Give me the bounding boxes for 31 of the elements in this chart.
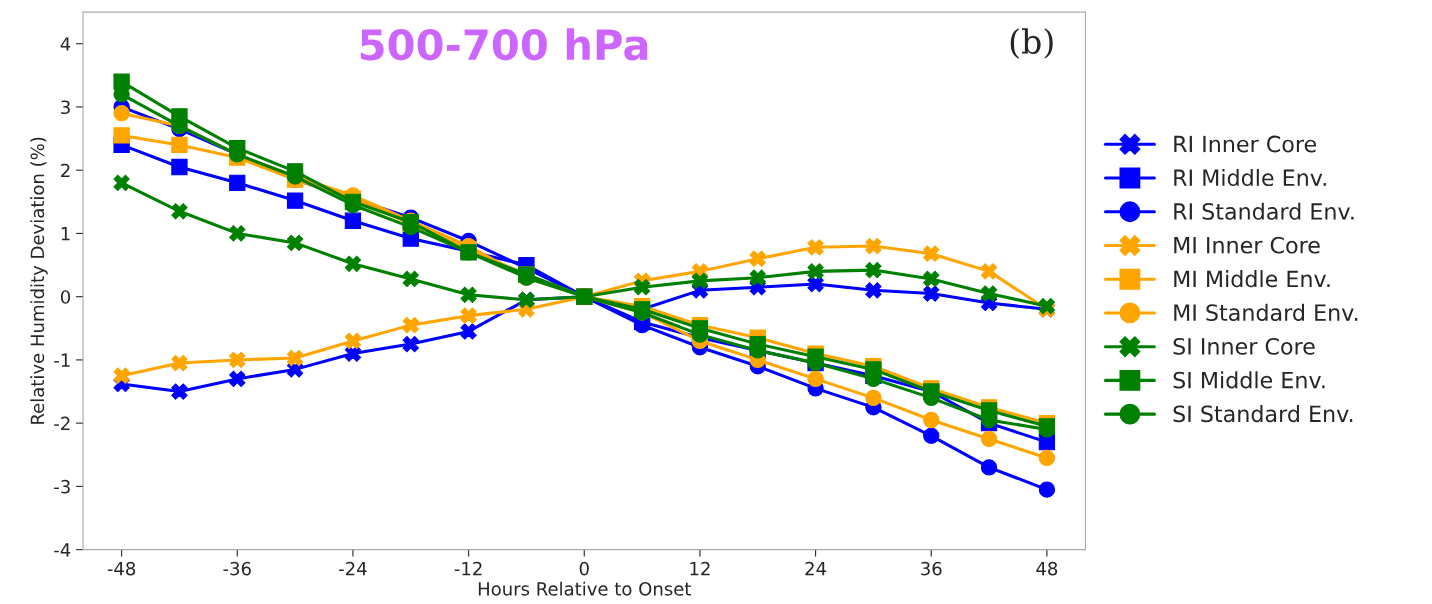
y-tick-label: 2 — [61, 163, 70, 178]
legend-label: MI Standard Env. — [1174, 303, 1358, 322]
legend-label: MI Inner Core — [1174, 236, 1320, 254]
x-tick-label: 48 — [1036, 561, 1058, 576]
legend-label: SI Middle Env. — [1173, 371, 1325, 389]
y-tick-label: -4 — [54, 543, 71, 557]
y-tick-label: 0 — [60, 290, 71, 304]
y-tick-label: 1 — [61, 227, 70, 241]
chart-title: 500-700 hPa — [360, 28, 648, 61]
y-tick-label: -3 — [54, 479, 70, 494]
x-tick-label: -24 — [339, 561, 367, 576]
annotation: (b) — [1010, 28, 1053, 59]
y-axis-title: Relative Humidity Deviation (%) — [30, 137, 48, 424]
x-tick-label: -12 — [454, 561, 482, 576]
x-tick-label: -48 — [107, 561, 136, 576]
legend-label: SI Standard Env. — [1173, 405, 1353, 423]
x-tick-label: -36 — [223, 561, 251, 576]
y-tick-label: -2 — [54, 416, 70, 431]
legend-label: RI Middle Env. — [1174, 168, 1326, 187]
x-axis-title: Hours Relative to Onset — [478, 581, 691, 596]
y-tick-label: 3 — [61, 100, 70, 115]
x-tick-label: 12 — [690, 561, 710, 576]
y-tick-label: -1 — [54, 353, 70, 367]
legend-label: RI Standard Env. — [1174, 202, 1354, 220]
x-tick-label: 24 — [805, 561, 827, 576]
x-tick-label: 0 — [579, 561, 589, 576]
x-tick-label: 36 — [921, 561, 942, 576]
legend-label: RI Inner Core — [1174, 135, 1317, 153]
y-tick-label: 4 — [60, 37, 71, 51]
legend-label: SI Inner Core — [1173, 337, 1315, 355]
legend-label: MI Middle Env. — [1174, 270, 1330, 288]
